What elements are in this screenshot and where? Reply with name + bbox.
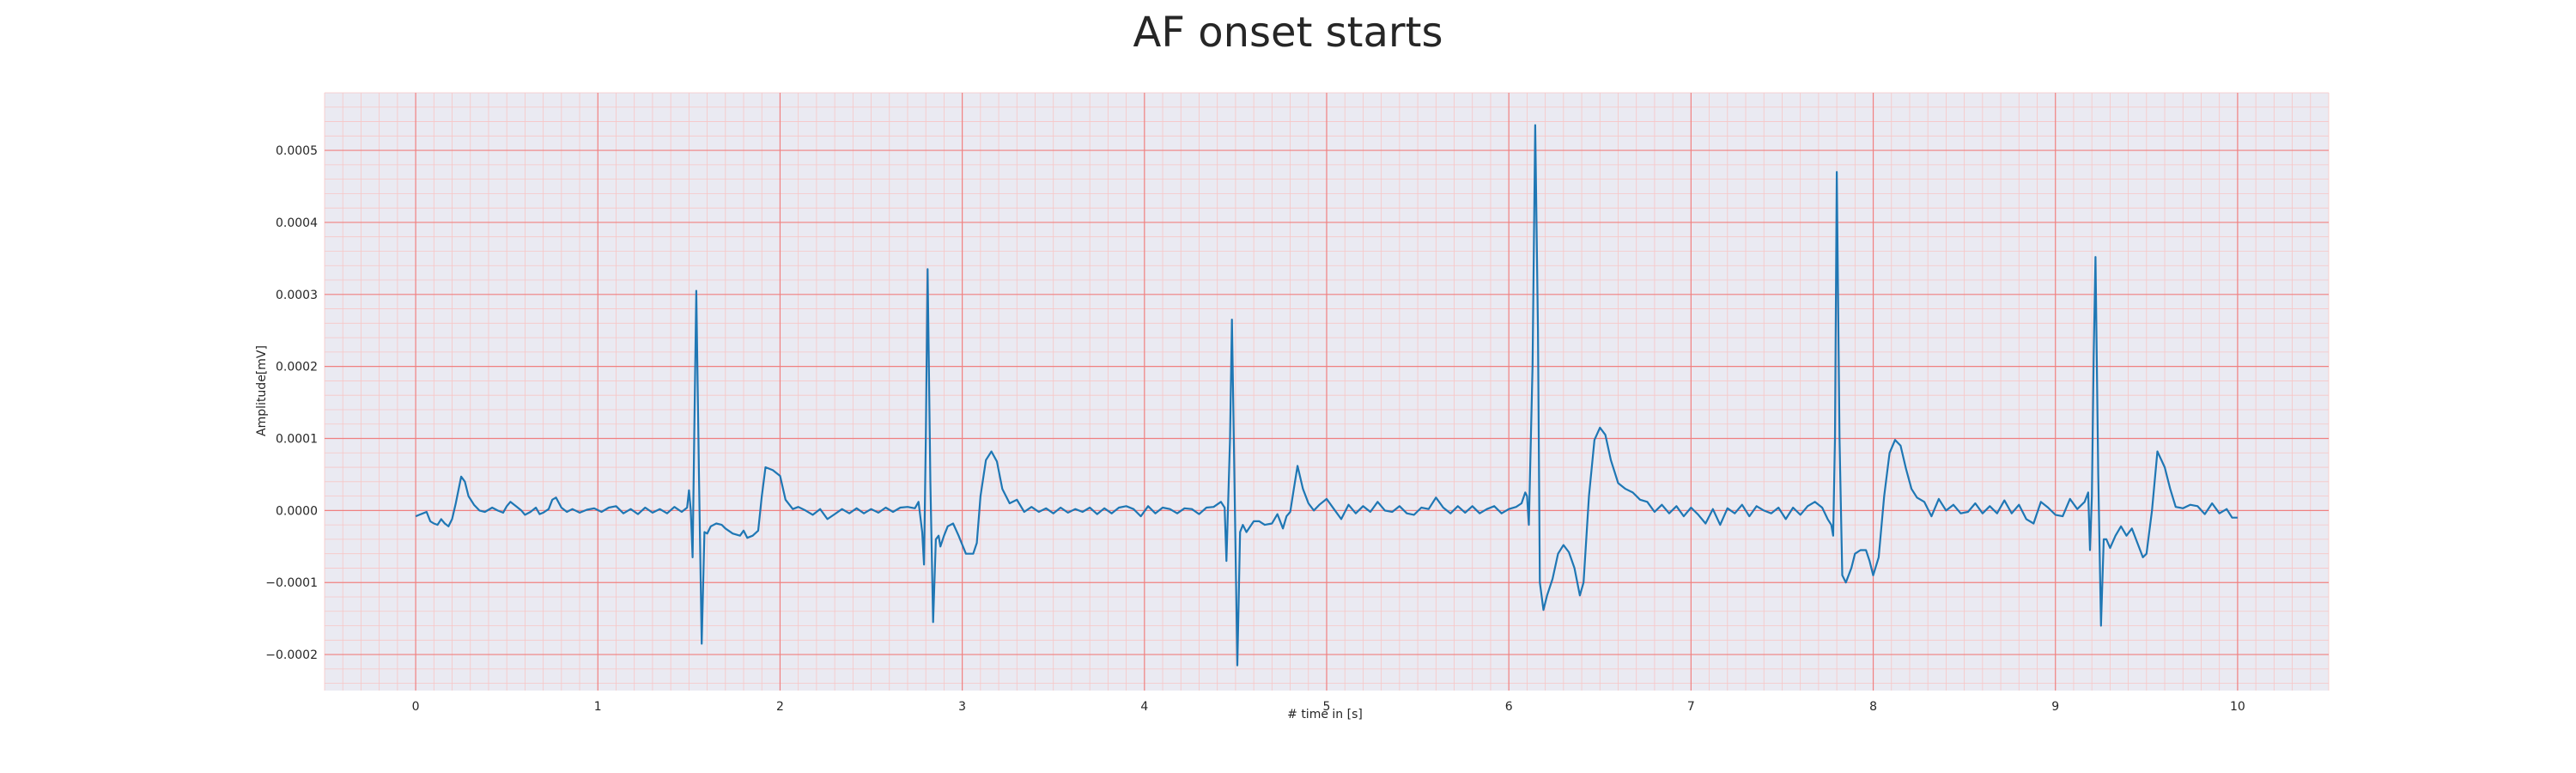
x-axis-label: # time in [s] — [1287, 708, 1363, 721]
series-line — [415, 124, 2238, 666]
x-tick-label: 3 — [958, 700, 966, 714]
x-tick-label: 4 — [1140, 700, 1148, 714]
y-tick-label: 0.0002 — [276, 361, 318, 374]
y-axis-ticks: −0.0002 −0.0001 0.0000 0.0001 0.0002 0.0003 0.… — [265, 144, 318, 662]
y-tick-label: 0.0000 — [276, 504, 318, 518]
y-tick-label: −0.0002 — [265, 648, 318, 662]
x-tick-label: 0 — [412, 700, 420, 714]
x-tick-label: 5 — [1323, 700, 1331, 714]
y-tick-label: −0.0001 — [265, 576, 318, 590]
x-axis-ticks: 0 1 2 3 4 5 6 7 8 9 10 — [412, 700, 2245, 714]
x-tick-label: 7 — [1687, 700, 1695, 714]
y-tick-label: 0.0001 — [276, 433, 318, 447]
x-tick-label: 1 — [594, 700, 602, 714]
chart-title: AF onset starts — [1133, 9, 1443, 57]
x-tick-label: 8 — [1869, 700, 1877, 714]
x-tick-label: 2 — [776, 700, 784, 714]
y-tick-label: 0.0003 — [276, 289, 318, 302]
x-tick-label: 10 — [2230, 700, 2245, 714]
x-tick-label: 9 — [2051, 700, 2059, 714]
y-tick-label: 0.0005 — [276, 144, 318, 158]
major-grid — [325, 93, 2329, 691]
y-axis-label: Amplitude[mV] — [255, 345, 269, 436]
y-tick-label: 0.0004 — [276, 216, 318, 230]
x-tick-label: 6 — [1505, 700, 1513, 714]
